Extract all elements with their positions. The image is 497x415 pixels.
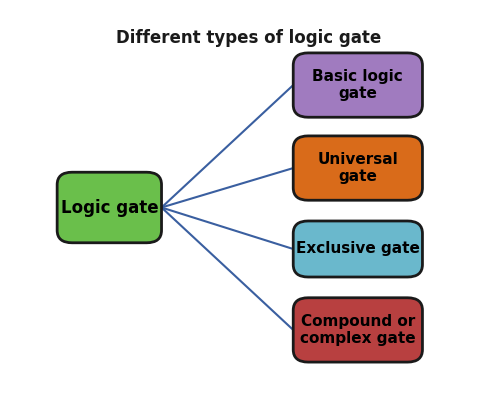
FancyBboxPatch shape <box>293 298 422 362</box>
Text: Logic gate: Logic gate <box>61 198 158 217</box>
Text: Exclusive gate: Exclusive gate <box>296 242 420 256</box>
FancyBboxPatch shape <box>293 53 422 117</box>
FancyBboxPatch shape <box>293 221 422 277</box>
FancyBboxPatch shape <box>57 172 162 243</box>
Text: Different types of logic gate: Different types of logic gate <box>116 29 381 47</box>
Text: Universal
gate: Universal gate <box>318 152 398 184</box>
Text: Compound or
complex gate: Compound or complex gate <box>300 314 415 346</box>
FancyBboxPatch shape <box>293 136 422 200</box>
Text: Basic logic
gate: Basic logic gate <box>313 69 403 101</box>
